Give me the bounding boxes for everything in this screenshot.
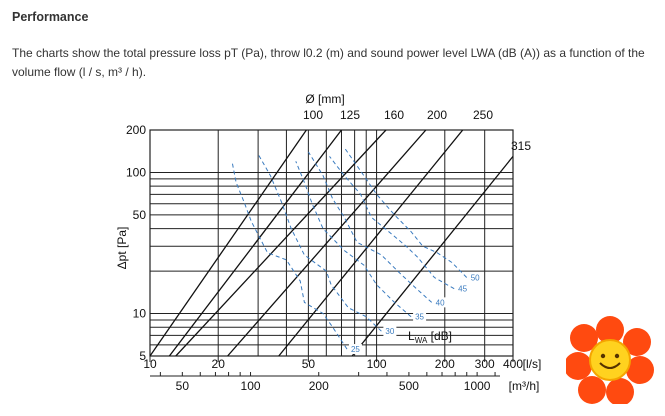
x-tick-label: 100 xyxy=(367,357,387,371)
sound-level-label-bg xyxy=(433,297,447,308)
m3h-tick-label: 100 xyxy=(241,379,261,393)
diameter-label-250: 250 xyxy=(473,108,493,122)
x-tick-label: 20 xyxy=(212,357,226,371)
m3h-tick-label: 50 xyxy=(176,379,190,393)
sound-level-label-bg xyxy=(383,326,397,337)
y-tick-label: 100 xyxy=(126,165,146,179)
sound-level-line-30 xyxy=(257,153,382,332)
y-tick-label: 50 xyxy=(133,208,147,222)
sound-level-label-35: 35 xyxy=(415,313,424,322)
sound-level-line-50 xyxy=(343,147,468,278)
sound-level-label-bg xyxy=(456,283,470,294)
diameter-axis-label: Ø [mm] xyxy=(305,92,344,106)
smiley-flower-icon xyxy=(564,316,654,409)
diameter-label-200: 200 xyxy=(427,108,447,122)
sound-level-label-bg xyxy=(413,311,427,322)
x-tick-label: 300 xyxy=(475,357,495,371)
sound-level-line-45 xyxy=(329,156,455,290)
sound-level-label-45: 45 xyxy=(458,285,467,294)
sound-level-label-bg xyxy=(348,344,362,355)
sound-level-label-bg xyxy=(468,272,482,283)
sound-level-label-30: 30 xyxy=(385,327,394,336)
diameter-lines xyxy=(150,130,513,356)
sound-level-label-40: 40 xyxy=(436,298,445,307)
section-description: The charts show the total pressure loss … xyxy=(12,46,645,79)
x-axis-label-ls: [l/s] xyxy=(523,357,542,371)
plot-frame xyxy=(149,129,514,357)
y-tick-label: 200 xyxy=(126,123,146,137)
x-axis-label-m3h: [m³/h] xyxy=(509,379,540,393)
sound-level-axis-label: LWA [dB] xyxy=(408,329,452,345)
x-tick-label: 50 xyxy=(302,357,316,371)
section-title: Performance xyxy=(12,10,89,24)
diameter-line-200 xyxy=(227,130,427,356)
chart-grid xyxy=(149,129,514,357)
diameter-label-160: 160 xyxy=(384,108,404,122)
x-tick-label: 200 xyxy=(435,357,455,371)
diameter-line-100 xyxy=(150,130,307,356)
diameter-label-315: 315 xyxy=(511,139,531,153)
sound-level-line-35 xyxy=(295,161,412,318)
diameter-label-100: 100 xyxy=(303,108,323,122)
x-tick-label: 10 xyxy=(143,357,157,371)
sound-level-label-50: 50 xyxy=(471,274,480,283)
sound-level-line-25 xyxy=(231,161,348,350)
m3h-tick-label: 500 xyxy=(399,379,419,393)
sound-level-label-25: 25 xyxy=(351,345,360,354)
y-tick-label: 5 xyxy=(139,349,146,363)
y-tick-label: 10 xyxy=(133,307,147,321)
m3h-tick-label: 1000 xyxy=(464,379,491,393)
y-axis-label: Δpt [Pa] xyxy=(115,227,129,270)
diameter-line-125 xyxy=(168,130,343,356)
m3h-tick-label: 200 xyxy=(309,379,329,393)
diameter-line-160 xyxy=(175,130,387,356)
sound-level-line-40 xyxy=(307,151,433,303)
diameter-label-125: 125 xyxy=(340,108,360,122)
diameter-line-250 xyxy=(278,130,464,356)
sound-level-lines xyxy=(231,147,468,350)
diameter-line-315 xyxy=(351,155,513,356)
x-tick-label: 400 xyxy=(503,357,523,371)
